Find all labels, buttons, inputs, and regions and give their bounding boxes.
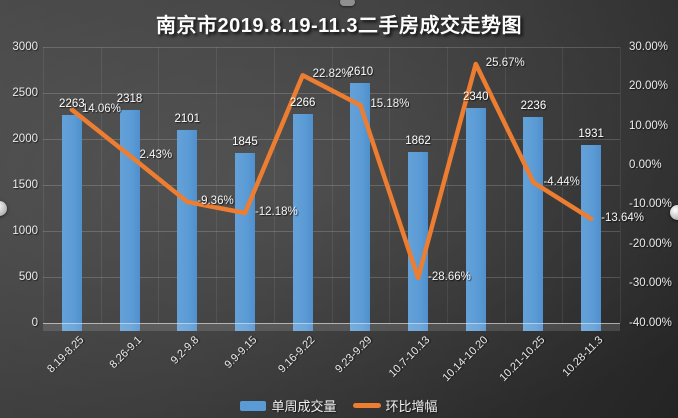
- vertical-gridline: [504, 47, 506, 323]
- volume-bar: [61, 114, 82, 331]
- bar-value-label: 2263: [59, 97, 85, 110]
- line-value-label: 14.06%: [81, 102, 121, 115]
- horizontal-gridline: [43, 184, 620, 186]
- volume-bar: [581, 145, 602, 331]
- bar-value-label: 2340: [462, 90, 489, 103]
- growth-series-swatch: [352, 403, 381, 408]
- horizontal-gridline: [43, 322, 620, 324]
- horizontal-gridline: [43, 47, 620, 48]
- x-axis-band: [43, 322, 620, 331]
- resize-handle-left[interactable]: [0, 201, 7, 216]
- legend: 单周成交量 环比增幅: [0, 396, 678, 415]
- right-axis-tick: 10.00%: [629, 119, 669, 132]
- volume-bar: [465, 107, 486, 331]
- vertical-gridline: [620, 47, 621, 323]
- horizontal-gridline: [43, 92, 620, 94]
- left-axis-tick: 2000: [12, 132, 38, 145]
- vertical-gridline: [158, 47, 160, 323]
- volume-bar: [119, 109, 140, 331]
- right-axis-tick: 30.00%: [629, 41, 669, 53]
- volume-series-swatch: [240, 400, 267, 411]
- resize-handle-right[interactable]: [670, 205, 678, 220]
- vertical-gridline: [446, 47, 448, 323]
- volume-bar: [292, 114, 313, 331]
- line-value-label: -4.44%: [543, 175, 580, 188]
- bar-value-label: 1862: [405, 134, 431, 147]
- line-value-label: 22.82%: [312, 68, 352, 81]
- bar-value-label: 2610: [347, 65, 374, 78]
- right-axis-tick: -40.00%: [629, 316, 672, 329]
- line-value-label: -13.64%: [601, 211, 644, 224]
- volume-bar: [177, 129, 198, 331]
- vertical-gridline: [389, 47, 391, 323]
- left-axis-tick: 1000: [12, 224, 38, 237]
- horizontal-gridline: [43, 276, 620, 278]
- left-axis-tick: 3000: [12, 41, 38, 53]
- chart-title: 南京市2019.8.19-11.3二手房成交走势图: [156, 15, 522, 37]
- right-axis-tick: -20.00%: [629, 237, 672, 250]
- line-value-label: 2.43%: [139, 148, 173, 161]
- line-value-label: -12.18%: [254, 206, 298, 218]
- bar-value-label: 1845: [232, 136, 258, 149]
- line-value-label: 25.67%: [485, 57, 525, 70]
- right-axis-tick: 0.00%: [629, 159, 662, 172]
- left-axis-tick: 1500: [12, 178, 38, 191]
- right-axis-tick: -30.00%: [629, 277, 672, 290]
- vertical-gridline: [216, 47, 218, 323]
- vertical-gridline: [331, 47, 333, 323]
- vertical-gridline: [100, 47, 102, 323]
- bar-value-label: 2236: [520, 100, 547, 113]
- right-axis-tick: -10.00%: [629, 198, 672, 211]
- line-value-label: -9.36%: [197, 194, 234, 207]
- bar-value-label: 2266: [289, 97, 316, 110]
- vertical-gridline: [562, 47, 564, 323]
- horizontal-gridline: [43, 138, 620, 140]
- bar-value-label: 2318: [116, 92, 143, 105]
- legend-label-volume: 单周成交量: [271, 399, 337, 414]
- x-axis-line: [43, 322, 620, 324]
- left-axis-tick: 500: [18, 270, 38, 283]
- legend-label-growth: 环比增幅: [385, 399, 438, 414]
- vertical-gridline: [273, 47, 275, 323]
- legend-item-volume: 单周成交量: [240, 396, 337, 415]
- volume-bar: [350, 82, 371, 331]
- line-value-label: 15.18%: [370, 98, 410, 111]
- bar-value-label: 2101: [174, 112, 201, 125]
- right-axis-tick: 20.00%: [629, 80, 669, 93]
- resize-handle-top[interactable]: [340, 0, 355, 6]
- bar-value-label: 1931: [578, 128, 604, 141]
- left-axis-tick: 0: [31, 316, 38, 329]
- line-value-label: -28.66%: [428, 270, 471, 283]
- vertical-gridline: [43, 47, 44, 323]
- legend-item-growth: 环比增幅: [352, 396, 438, 415]
- volume-bar: [408, 151, 429, 331]
- horizontal-gridline: [43, 230, 620, 232]
- left-axis-tick: 2500: [12, 86, 38, 99]
